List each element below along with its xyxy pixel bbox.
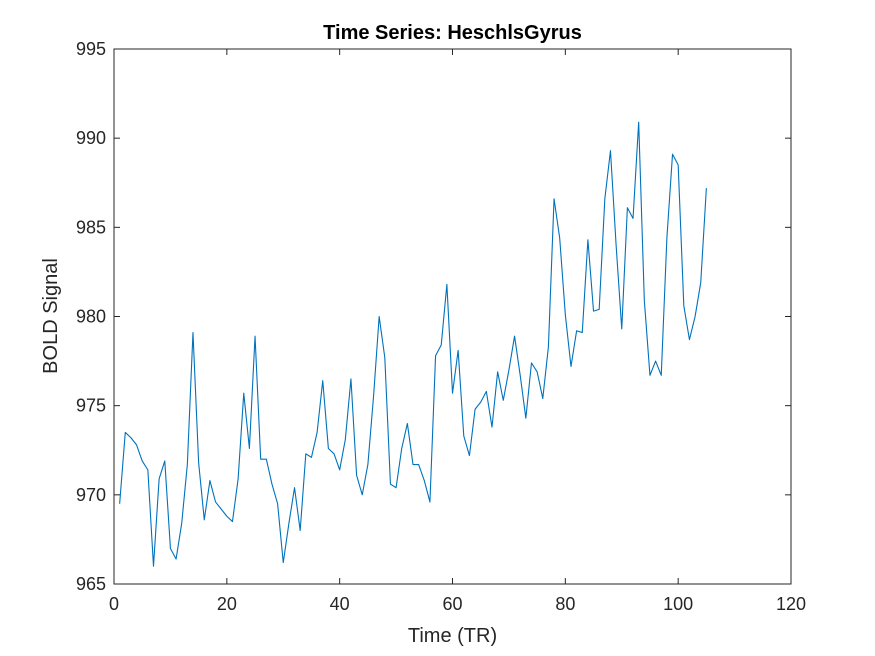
y-tick-label: 990	[76, 128, 106, 148]
y-tick-label: 980	[76, 307, 106, 327]
x-tick-label: 120	[776, 594, 806, 614]
y-tick-label: 970	[76, 485, 106, 505]
x-axis-label: Time (TR)	[408, 625, 497, 647]
x-tick-label: 0	[109, 594, 119, 614]
y-tick-label: 975	[76, 396, 106, 416]
tick-layer: 0 20 40 60 80 100 120 965 970 975 980 985 990 995	[76, 39, 806, 614]
y-axis-label: BOLD Signal	[40, 258, 62, 374]
plot-area	[114, 49, 791, 584]
y-tick-label: 965	[76, 574, 106, 594]
x-tick-label: 100	[663, 594, 693, 614]
x-tick-label: 80	[555, 594, 575, 614]
y-tick-label: 985	[76, 217, 106, 237]
y-tick-label: 995	[76, 39, 106, 59]
x-tick-label: 40	[330, 594, 350, 614]
x-tick-label: 60	[442, 594, 462, 614]
series-line	[119, 121, 707, 567]
chart-title: Time Series: HeschlsGyrus	[323, 22, 582, 44]
x-tick-label: 20	[217, 594, 237, 614]
series-layer	[119, 121, 707, 567]
